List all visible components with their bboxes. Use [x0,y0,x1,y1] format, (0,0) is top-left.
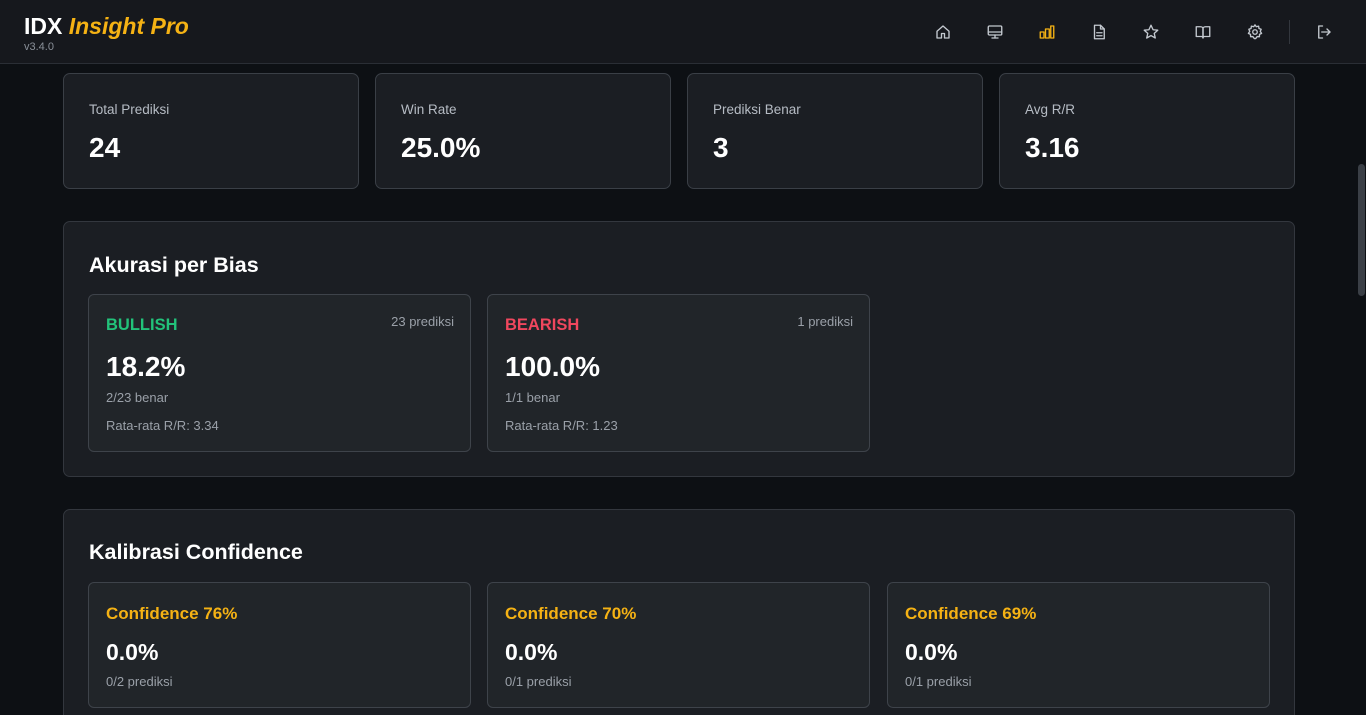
bias-benar: 1/1 benar [505,390,560,405]
bias-benar: 2/23 benar [106,390,169,405]
confidence-count: 0/1 prediksi [905,674,972,689]
star-icon [1143,24,1159,39]
bias-card-bearish: BEARISH 1 prediksi 100.0% 1/1 benar Rata… [487,294,870,452]
confidence-label: Confidence 70% [505,604,637,623]
bias-avg-rr: Rata-rata R/R: 3.34 [106,418,219,433]
stat-label: Avg R/R [1025,102,1076,117]
confidence-calibration-panel: Kalibrasi Confidence Confidence 76% 0.0%… [63,509,1295,715]
app-header: IDX Insight Pro v3.4.0 [0,0,1366,64]
panel-title: Akurasi per Bias [89,253,259,277]
confidence-card: Confidence 69% 0.0% 0/1 prediksi [887,582,1270,708]
bias-accuracy: 18.2% [106,351,186,382]
stat-card-avg-rr: Avg R/R 3.16 [999,73,1295,189]
nav-watchlist-button[interactable] [1139,20,1163,44]
stat-value: 24 [89,132,121,163]
confidence-count: 0/2 prediksi [106,674,173,689]
confidence-label: Confidence 69% [905,604,1037,623]
scrollbar-thumb[interactable] [1358,164,1365,296]
brand-title: IDX Insight Pro [24,12,189,40]
bias-card-bullish: BULLISH 23 prediksi 18.2% 2/23 benar Rat… [88,294,471,452]
nav-statistics-button[interactable] [1035,20,1059,44]
app-version: v3.4.0 [24,41,54,53]
stat-card-win-rate: Win Rate 25.0% [375,73,671,189]
bias-accuracy-panel: Akurasi per Bias BULLISH 23 prediksi 18.… [63,221,1295,477]
confidence-accuracy: 0.0% [905,639,958,665]
nav-divider [1289,20,1290,44]
monitor-icon [987,25,1003,39]
confidence-label: Confidence 76% [106,604,238,623]
stat-label: Total Prediksi [89,102,170,117]
gear-icon [1247,24,1263,40]
nav-home-button[interactable] [931,20,955,44]
bar-chart-icon [1039,25,1055,39]
bias-label: BULLISH [106,316,178,334]
nav-journal-button[interactable] [1191,20,1215,44]
bias-label: BEARISH [505,316,580,334]
scrollbar-track[interactable] [1356,64,1366,715]
bias-accuracy: 100.0% [505,351,600,382]
stat-value: 25.0% [401,132,481,163]
confidence-accuracy: 0.0% [106,639,159,665]
bias-count: 23 prediksi [391,314,454,329]
nav-logout-button[interactable] [1312,20,1336,44]
nav-reports-button[interactable] [1087,20,1111,44]
brand-primary: IDX [24,13,63,39]
nav-settings-button[interactable] [1243,20,1267,44]
stat-label: Win Rate [401,102,457,117]
confidence-card: Confidence 76% 0.0% 0/2 prediksi [88,582,471,708]
confidence-accuracy: 0.0% [505,639,558,665]
brand[interactable]: IDX Insight Pro v3.4.0 [24,12,189,53]
bias-avg-rr: Rata-rata R/R: 1.23 [505,418,618,433]
confidence-count: 0/1 prediksi [505,674,572,689]
brand-accent: Insight Pro [68,13,189,39]
logout-icon [1318,25,1331,39]
nav-dashboard-button[interactable] [983,20,1007,44]
stat-value: 3 [713,132,729,163]
bias-count: 1 prediksi [797,314,853,329]
stat-card-prediksi-benar: Prediksi Benar 3 [687,73,983,189]
stat-label: Prediksi Benar [713,102,801,117]
document-icon [1093,24,1105,40]
stat-card-total-prediksi: Total Prediksi 24 [63,73,359,189]
home-icon [936,25,950,39]
panel-title: Kalibrasi Confidence [89,540,303,564]
stat-value: 3.16 [1025,132,1080,163]
confidence-card: Confidence 70% 0.0% 0/1 prediksi [487,582,870,708]
book-icon [1195,26,1211,39]
